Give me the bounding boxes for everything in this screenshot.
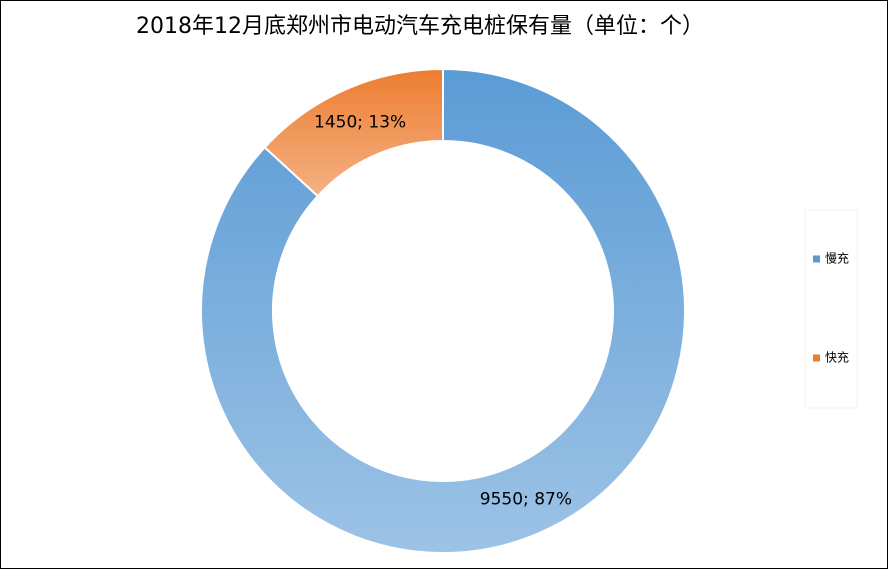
chart-title: 2018年12月底郑州市电动汽车充电桩保有量（单位：个）: [136, 14, 704, 39]
donut-segment: [263, 67, 444, 198]
legend-box: [804, 209, 858, 409]
data-label: 9550; 87%: [480, 490, 572, 510]
legend-label: 快充: [825, 350, 849, 365]
legend-marker: [813, 354, 820, 362]
legend-label: 慢充: [825, 251, 849, 266]
donut-segment: [200, 67, 686, 554]
data-label: 1450; 13%: [314, 112, 406, 132]
legend-marker: [813, 255, 820, 263]
